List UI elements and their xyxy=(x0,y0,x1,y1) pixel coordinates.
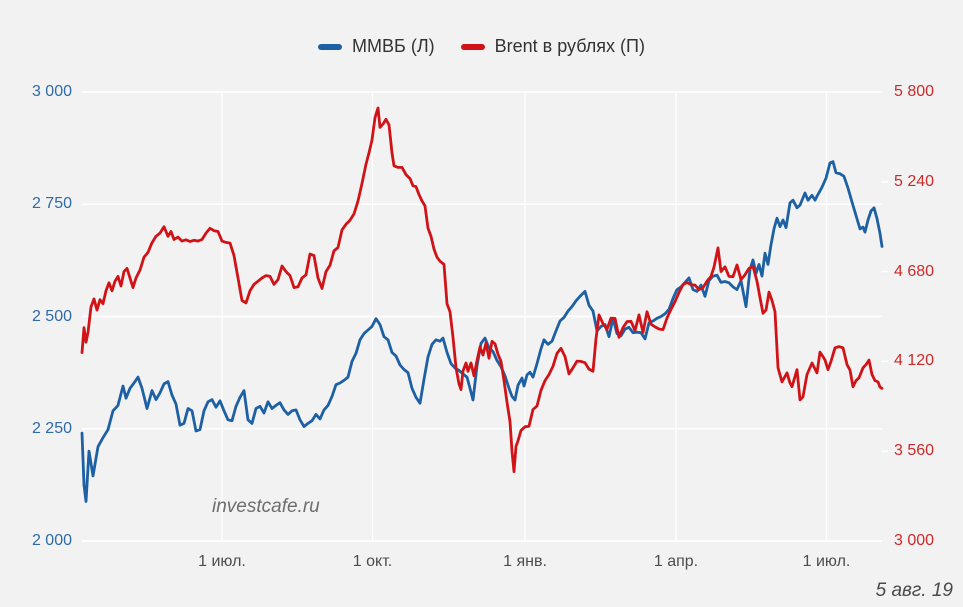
ytick-right-tick-label: 5 800 xyxy=(894,83,935,100)
legend-label-brent: Brent в рублях (П) xyxy=(494,36,645,56)
brent-series-marker-icon xyxy=(460,43,485,50)
ytick-left-tick-label: 3 000 xyxy=(31,83,72,100)
legend-label-mmvb: ММВБ (Л) xyxy=(352,36,435,56)
x-axis-tick-label: 1 апр. xyxy=(653,553,699,570)
mmvb-series-marker-icon xyxy=(318,43,343,50)
ytick-right-tick-label: 3 000 xyxy=(894,532,935,549)
series-line-brent[interactable] xyxy=(80,106,884,474)
as-of-date-label: 5 авг. 19 xyxy=(875,580,953,601)
x-axis-tick-label: 1 июл. xyxy=(802,553,851,570)
legend-item-brent[interactable]: Brent в рублях (П) xyxy=(460,36,645,57)
x-axis-tick-label: 1 янв. xyxy=(503,553,547,570)
legend: ММВБ (Л) Brent в рублях (П) xyxy=(0,36,963,57)
ytick-right-tick-label: 4 680 xyxy=(894,262,935,280)
x-axis-tick-label: 1 июл. xyxy=(198,553,246,570)
ytick-left-tick-label: 2 000 xyxy=(31,532,72,549)
ytick-right-tick-label: 4 120 xyxy=(894,352,935,370)
watermark: investcafe.ru xyxy=(212,496,320,517)
ytick-left-tick-label: 2 750 xyxy=(31,195,72,213)
ytick-right-tick-label: 3 560 xyxy=(894,442,935,460)
ytick-left-tick-label: 2 500 xyxy=(31,307,72,325)
ytick-right-tick-label: 5 240 xyxy=(894,172,935,190)
legend-item-mmvb[interactable]: ММВБ (Л) xyxy=(318,36,435,57)
x-axis-tick-label: 1 окт. xyxy=(352,553,393,570)
ytick-left-tick-label: 2 250 xyxy=(31,419,72,437)
series-line-mmvb[interactable] xyxy=(80,160,884,503)
